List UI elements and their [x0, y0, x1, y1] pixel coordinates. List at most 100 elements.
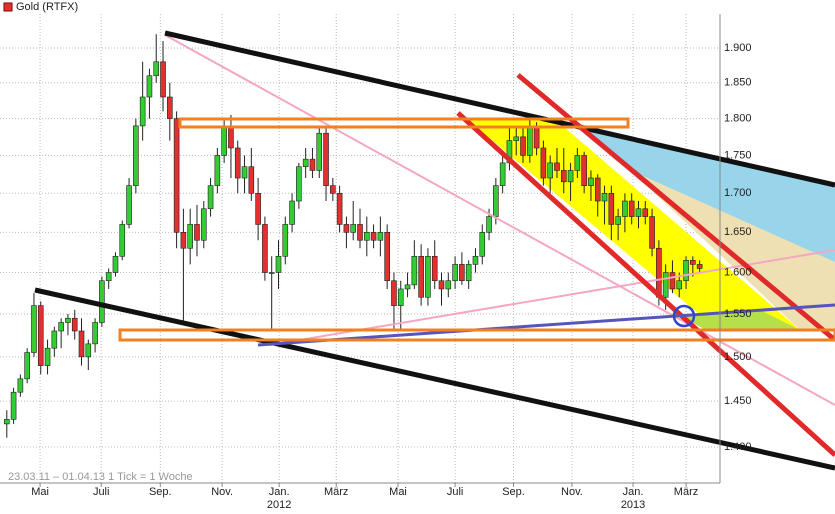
- candle-body: [24, 352, 30, 380]
- candle-body: [676, 280, 683, 290]
- year-label: 2013: [621, 499, 645, 511]
- candle-body: [513, 136, 520, 141]
- black-trendline: [34, 287, 835, 471]
- candle-body: [133, 125, 139, 186]
- candle-body: [588, 177, 594, 186]
- candle-body: [37, 305, 44, 366]
- y-tick-label: 1.500: [724, 351, 752, 363]
- candle-body: [119, 224, 126, 257]
- candle-body: [431, 255, 438, 282]
- candle-body: [622, 200, 628, 217]
- candle-body: [459, 264, 465, 282]
- candle-body: [3, 419, 10, 425]
- y-tick-label: 1.550: [724, 308, 752, 320]
- candle-body: [112, 255, 119, 273]
- candle-body: [85, 343, 92, 358]
- candle-body: [486, 216, 492, 233]
- candle-body: [275, 255, 282, 273]
- candle-body: [520, 136, 526, 156]
- candle-body: [635, 208, 642, 217]
- x-tick-label: Mai: [389, 486, 407, 498]
- x-tick-label: Juli: [447, 486, 464, 498]
- candle-body: [126, 185, 132, 225]
- red-trendline: [456, 111, 835, 457]
- candle-body: [241, 166, 248, 179]
- candle-body: [167, 96, 173, 119]
- period-label: 23.03.11 – 01.04.13 1 Tick = 1 Woche: [8, 471, 193, 483]
- x-tick-label: Jan.: [623, 486, 644, 498]
- candle-body: [350, 224, 357, 233]
- candle-body: [92, 322, 98, 345]
- candle-body: [533, 125, 540, 149]
- candle-body: [309, 158, 316, 171]
- x-tick-label: Jan.: [269, 486, 290, 498]
- candle-body: [99, 280, 105, 323]
- x-tick-label: März: [324, 486, 348, 498]
- candle-body: [296, 166, 302, 202]
- y-tick-label: 1.750: [724, 149, 752, 161]
- legend-swatch: [3, 2, 13, 12]
- candle-body: [445, 280, 452, 290]
- candle-body: [58, 322, 64, 332]
- candle-body: [493, 185, 499, 217]
- blue-zone: [580, 124, 835, 265]
- candle-body: [146, 75, 153, 98]
- candle-body: [418, 255, 424, 298]
- candle-body: [377, 232, 384, 241]
- year-label: 2012: [267, 499, 291, 511]
- candle-body: [302, 158, 309, 167]
- candle-body: [601, 193, 608, 202]
- candle-body: [71, 317, 78, 332]
- candle-body: [330, 185, 336, 194]
- candle-body: [228, 125, 234, 149]
- candle-body: [289, 200, 295, 225]
- candle-body: [343, 224, 350, 233]
- candle-body: [669, 272, 676, 290]
- candle-body: [574, 155, 581, 171]
- candle-body: [336, 193, 343, 225]
- candle-body: [384, 232, 390, 282]
- candle-body: [690, 260, 696, 265]
- x-tick-label: Juli: [93, 486, 110, 498]
- candle-body: [642, 208, 649, 217]
- candle-body: [683, 260, 689, 282]
- candle-body: [404, 284, 411, 290]
- pink-trendline: [164, 34, 835, 406]
- candle-body: [255, 193, 261, 225]
- candle-body: [31, 305, 37, 353]
- y-tick-label: 1.700: [724, 187, 752, 199]
- y-tick-label: 1.450: [724, 395, 752, 407]
- blue-trendline: [257, 303, 835, 347]
- y-tick-label: 1.400: [724, 441, 752, 453]
- candle-body: [51, 330, 58, 349]
- candle-body: [10, 391, 17, 420]
- candle-body: [268, 272, 275, 274]
- candle-body: [425, 255, 431, 298]
- candle-body: [65, 317, 71, 323]
- candle-body: [594, 177, 601, 202]
- x-tick-label: März: [674, 486, 698, 498]
- candle-body: [370, 232, 377, 241]
- candle-body: [438, 280, 445, 290]
- candle-body: [628, 200, 635, 217]
- candle-body: [567, 170, 574, 183]
- candle-body: [662, 272, 669, 298]
- y-tick-label: 1.600: [724, 266, 752, 278]
- candle-body: [363, 232, 370, 241]
- x-tick-label: Sep.: [502, 486, 525, 498]
- candle-body: [262, 224, 268, 273]
- y-tick-label: 1.800: [724, 113, 752, 125]
- candle-body: [397, 288, 404, 306]
- resistance-box: [178, 117, 630, 129]
- candle-body: [282, 224, 289, 257]
- candle-body: [173, 118, 180, 233]
- candle-body: [139, 96, 146, 127]
- candle-body: [465, 264, 472, 282]
- x-tick-label: Nov.: [211, 486, 233, 498]
- candle-body: [221, 125, 227, 156]
- candle-body: [323, 132, 329, 186]
- legend-label: Gold (RTFX): [16, 1, 78, 13]
- x-tick-label: Nov.: [561, 486, 583, 498]
- candle-body: [214, 155, 221, 186]
